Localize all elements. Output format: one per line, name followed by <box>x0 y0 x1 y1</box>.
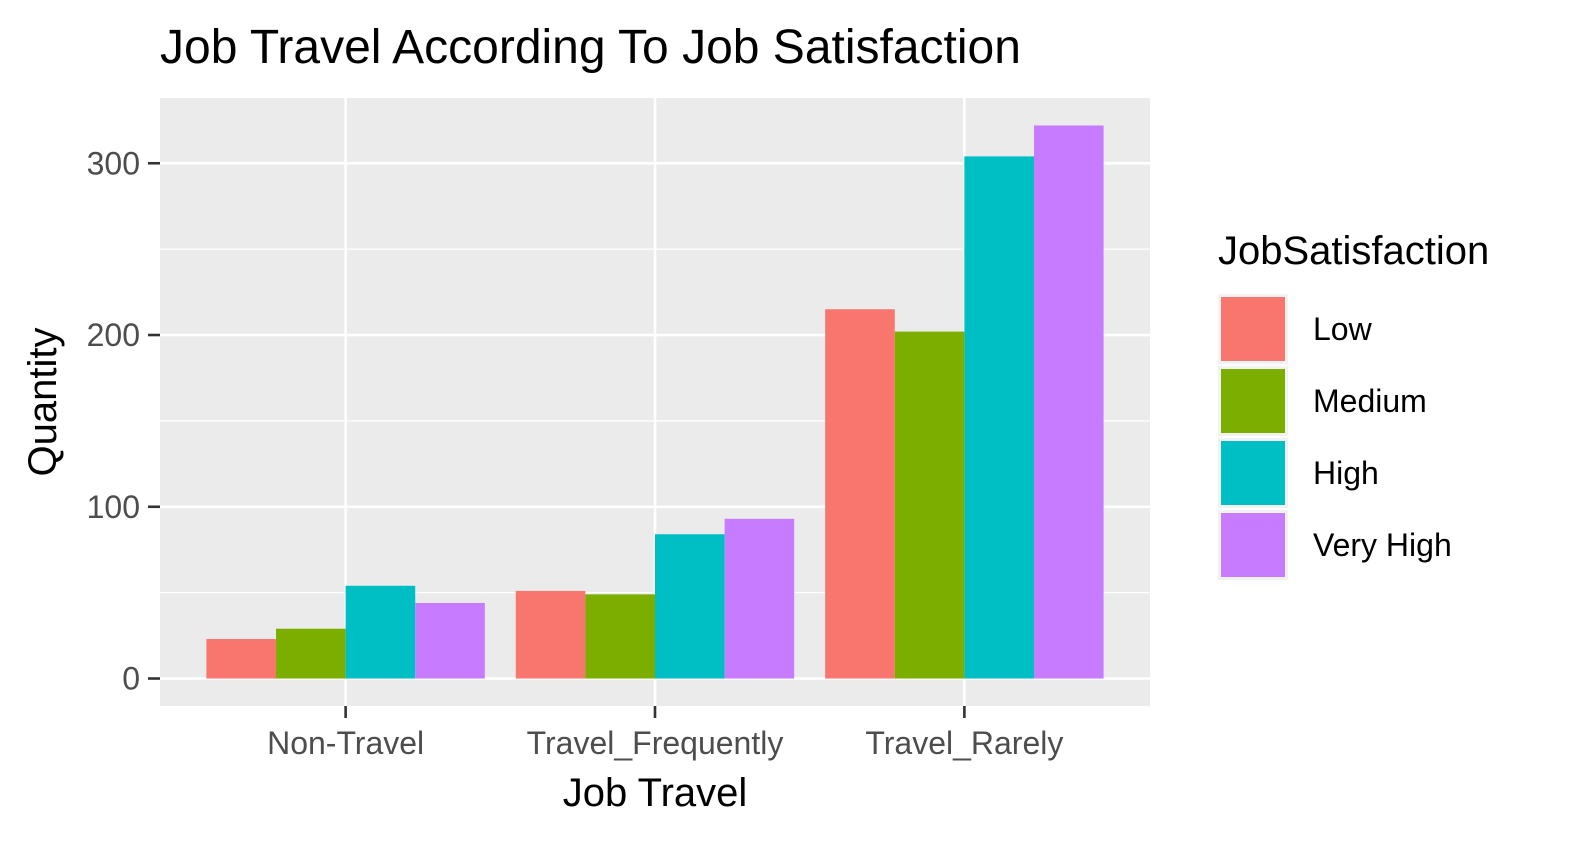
y-tick-label: 300 <box>87 145 140 181</box>
bar-high-travel-frequently <box>655 534 725 679</box>
legend-title: JobSatisfaction <box>1218 229 1489 273</box>
bar-very-high-non-travel <box>415 602 485 679</box>
legend-swatch-low <box>1221 297 1285 361</box>
bar-medium-travel-frequently <box>585 594 655 679</box>
bar-high-non-travel <box>345 585 416 679</box>
legend-items: Low Medium High Very High <box>1218 294 1452 580</box>
chart-title: Job Travel According To Job Satisfaction <box>160 21 1021 74</box>
bar-very-high-travel-rarely <box>1033 125 1104 679</box>
legend: JobSatisfaction Low Medium High Very High <box>1218 229 1489 580</box>
bar-medium-travel-rarely <box>894 331 965 679</box>
bar-low-travel-rarely <box>825 309 895 679</box>
x-tick-label: Travel_Frequently <box>527 725 784 761</box>
x-axis: Non-Travel Travel_Frequently Travel_Rarely <box>267 706 1063 761</box>
y-tick-label: 0 <box>122 661 140 697</box>
y-tick-label: 200 <box>87 317 140 353</box>
y-axis-title: Quantity <box>21 328 65 477</box>
legend-label: Low <box>1313 311 1373 347</box>
legend-swatch-medium <box>1221 369 1285 433</box>
x-tick-label: Travel_Rarely <box>865 725 1063 761</box>
legend-swatch-high <box>1221 441 1285 505</box>
legend-swatch-very-high <box>1221 513 1285 577</box>
x-tick-label: Non-Travel <box>267 725 424 761</box>
legend-label: Medium <box>1313 383 1427 419</box>
legend-label: High <box>1313 455 1379 491</box>
bars <box>206 125 1104 679</box>
y-axis: 0 100 200 300 <box>87 145 160 697</box>
bar-very-high-travel-frequently <box>724 518 795 679</box>
bar-low-travel-frequently <box>515 590 586 679</box>
bar-low-non-travel <box>206 639 277 679</box>
x-axis-title: Job Travel <box>563 771 748 815</box>
y-tick-label: 100 <box>87 489 140 525</box>
bar-high-travel-rarely <box>964 156 1034 679</box>
bar-medium-non-travel <box>276 628 346 679</box>
legend-label: Very High <box>1313 527 1452 563</box>
